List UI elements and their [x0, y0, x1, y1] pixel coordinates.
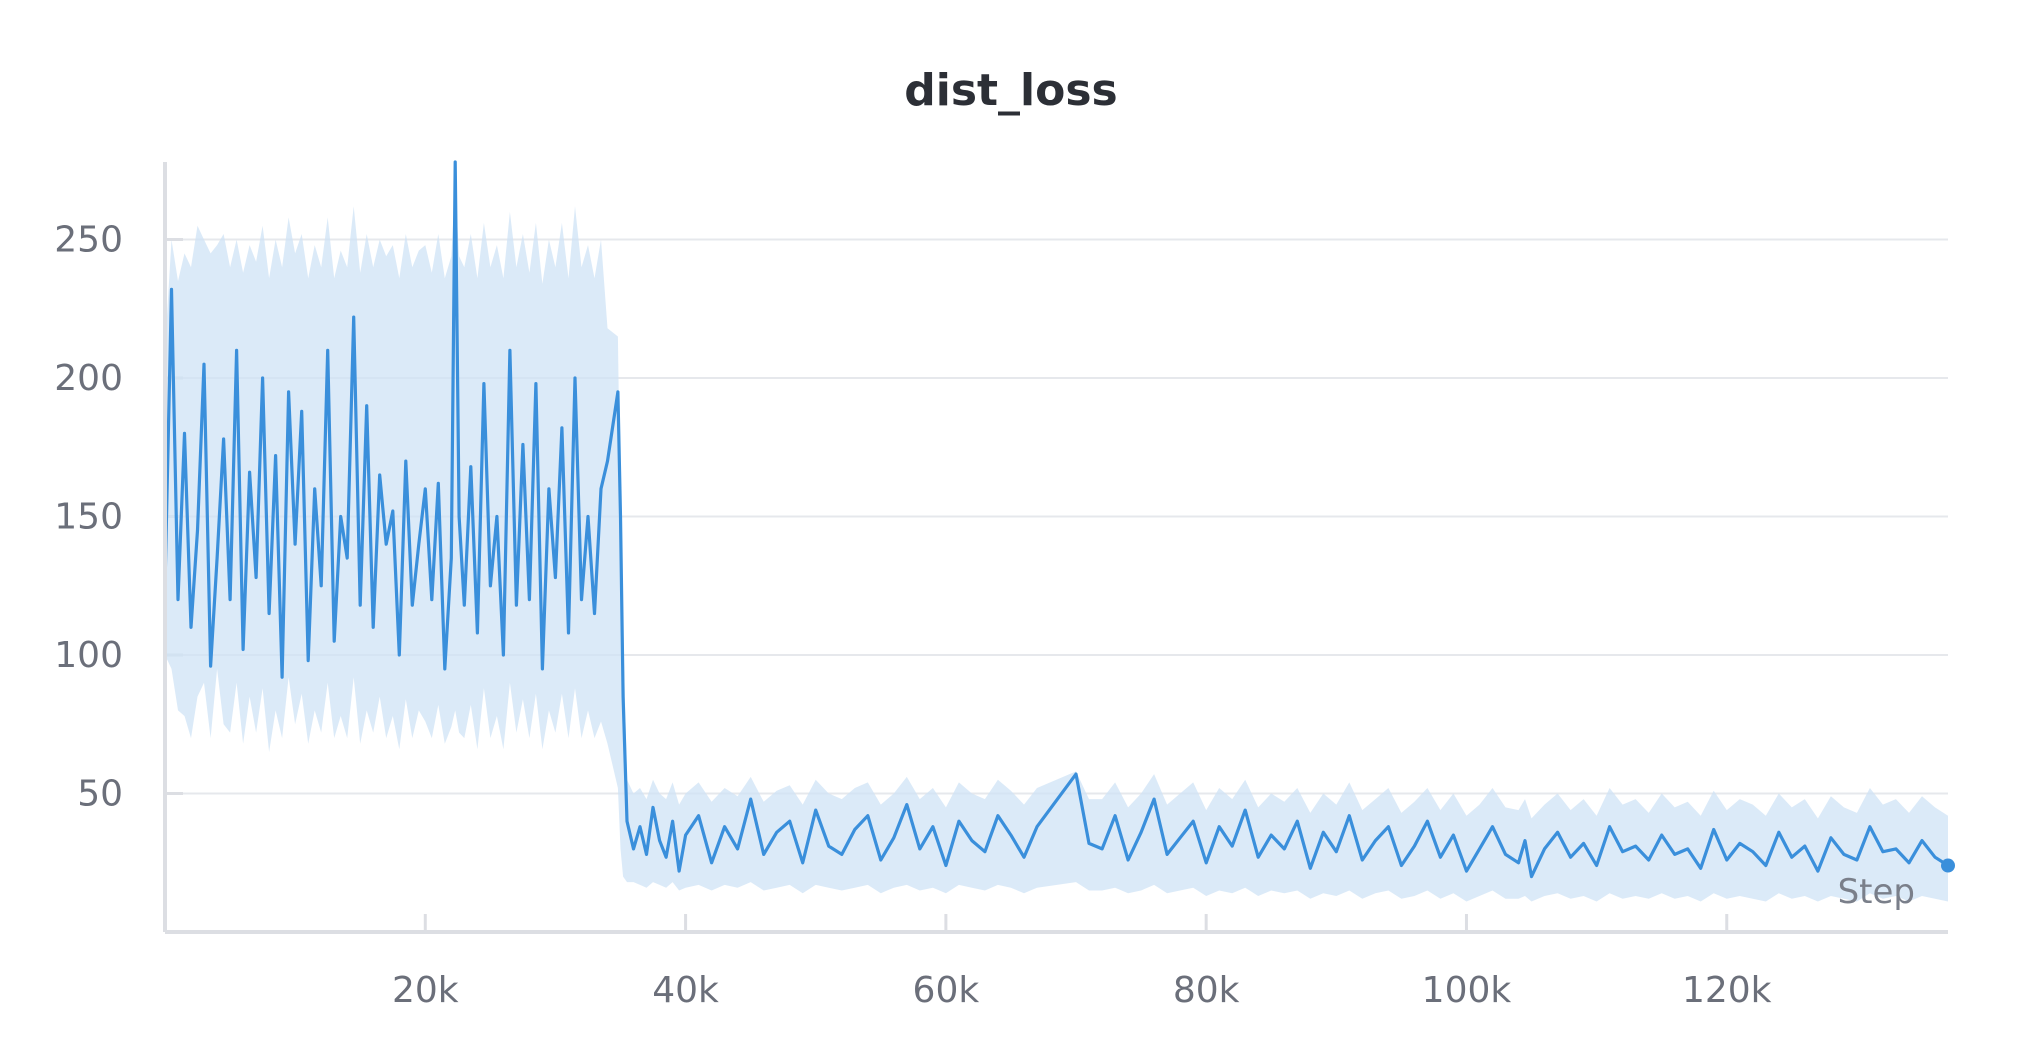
x-tick-labels: 20k 40k 60k 80k 100k 120k: [392, 914, 1772, 1011]
min-max-band: [165, 184, 1948, 902]
x-tick-label-60k: 60k: [913, 970, 980, 1011]
y-tick-label-150: 150: [54, 497, 123, 538]
y-tick-label-250: 250: [54, 220, 123, 261]
x-tick-label-100k: 100k: [1422, 970, 1512, 1011]
x-tick-label-40k: 40k: [652, 970, 719, 1011]
series-line: [163, 160, 1955, 879]
chart-title: dist_loss: [904, 65, 1118, 116]
x-tick-label-80k: 80k: [1173, 970, 1240, 1011]
series-band: [165, 184, 1948, 902]
x-tick-label-20k: 20k: [392, 970, 459, 1011]
y-tick-label-100: 100: [54, 635, 123, 676]
x-axis-label: Step: [1838, 872, 1915, 912]
y-tick-label-50: 50: [77, 774, 123, 815]
y-tick-label-200: 200: [54, 358, 123, 399]
series-path: [163, 160, 1949, 879]
series-end-point: [1941, 858, 1955, 873]
y-tick-labels: 50 100 150 200 250: [54, 220, 123, 815]
x-tick-label-120k: 120k: [1682, 970, 1772, 1011]
axes: [163, 162, 1948, 934]
